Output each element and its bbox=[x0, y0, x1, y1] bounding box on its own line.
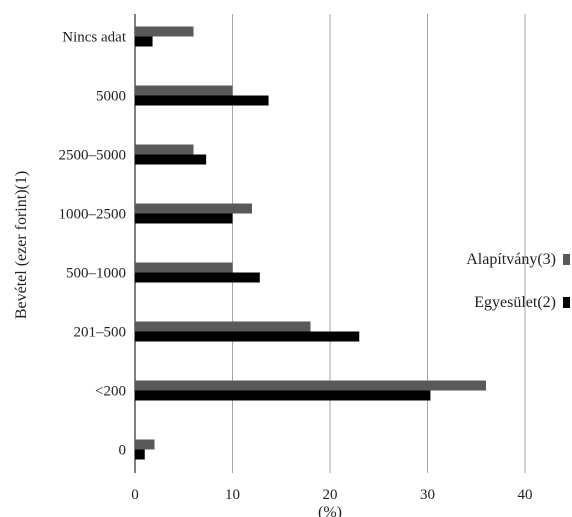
category-label: 0 bbox=[119, 443, 127, 459]
bar-alapitvany bbox=[135, 85, 233, 96]
bars bbox=[135, 26, 486, 460]
legend: Alapítvány(3) Egyesület(2) bbox=[466, 251, 570, 311]
category-label: <200 bbox=[95, 384, 126, 400]
category-label: 1000–2500 bbox=[59, 207, 127, 223]
category-label: 5000 bbox=[96, 89, 126, 105]
x-tick-labels: 0 10 20 30 40 bbox=[131, 487, 532, 503]
bar-alapitvany bbox=[135, 203, 252, 214]
bar-alapitvany bbox=[135, 144, 194, 155]
bar-alapitvany bbox=[135, 262, 233, 273]
gridlines bbox=[134, 14, 526, 473]
bar-alapitvany bbox=[135, 439, 155, 450]
bar-alapitvany bbox=[135, 26, 194, 37]
bar-egyesulet bbox=[135, 154, 207, 165]
x-axis-title: (%) bbox=[318, 504, 342, 517]
category-label: 2500–5000 bbox=[59, 148, 127, 164]
category-labels: Nincs adat 5000 2500–5000 1000–2500 500–1000… bbox=[59, 30, 127, 459]
legend-swatch bbox=[563, 254, 570, 265]
x-tick-label: 0 bbox=[131, 487, 139, 503]
bar-alapitvany bbox=[135, 380, 486, 391]
bar-egyesulet bbox=[135, 331, 360, 342]
bar-alapitvany bbox=[135, 321, 311, 332]
category-label: 201–500 bbox=[74, 325, 127, 341]
bar-egyesulet bbox=[135, 95, 269, 106]
bar-egyesulet bbox=[135, 449, 145, 460]
x-tick-label: 10 bbox=[225, 487, 240, 503]
category-label: 500–1000 bbox=[66, 266, 126, 282]
bar-egyesulet bbox=[135, 213, 233, 224]
x-tick-label: 40 bbox=[518, 487, 533, 503]
bar-egyesulet bbox=[135, 36, 153, 47]
legend-swatch bbox=[563, 297, 570, 308]
legend-label: Alapítvány(3) bbox=[466, 251, 556, 268]
bar-egyesulet bbox=[135, 390, 431, 401]
y-axis-title: Bevétel (ezer forint)(1) bbox=[13, 171, 30, 319]
bar-egyesulet bbox=[135, 272, 260, 283]
x-tick-label: 30 bbox=[420, 487, 435, 503]
x-tick-label: 20 bbox=[323, 487, 338, 503]
legend-label: Egyesület(2) bbox=[474, 294, 556, 311]
category-label: Nincs adat bbox=[62, 30, 127, 46]
